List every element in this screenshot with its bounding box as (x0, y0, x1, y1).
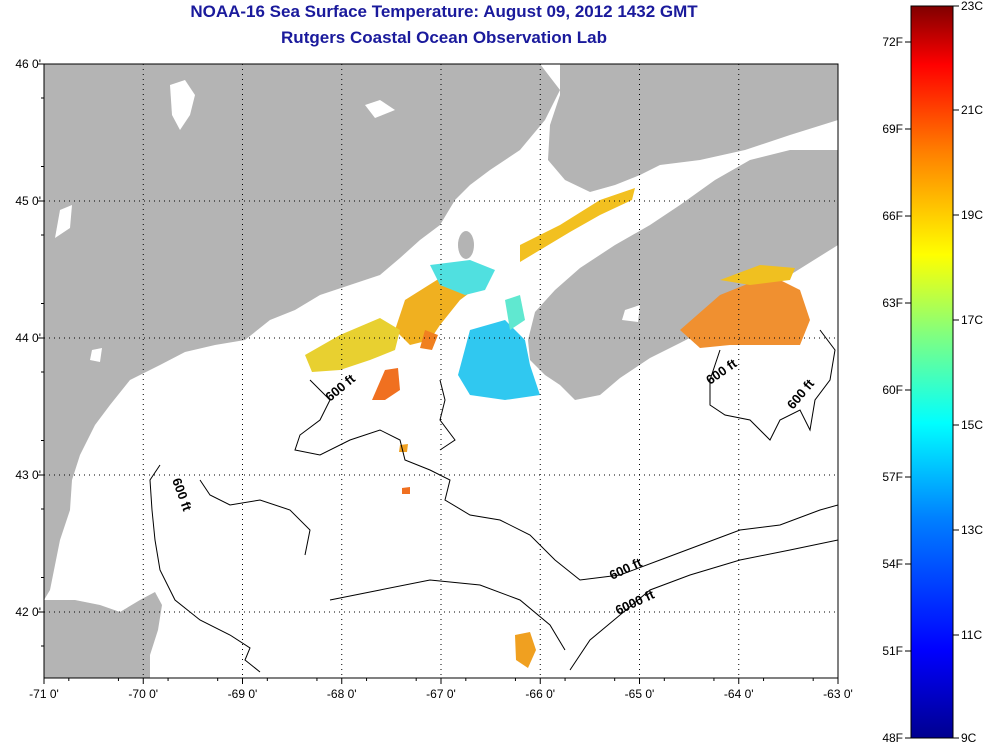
latitude-tick-label: 44 0' (15, 331, 41, 345)
map-subtitle: Rutgers Coastal Ocean Observation Lab (281, 28, 607, 47)
celsius-tick-label: 21C (961, 103, 983, 117)
celsius-tick-label: 13C (961, 523, 983, 537)
lake (55, 205, 72, 238)
land-cape-cod (44, 592, 162, 678)
isobath-contours (149, 329, 838, 673)
fahrenheit-tick-label: 51F (882, 644, 903, 658)
latitude-axis: 46 0' 45 0' 44 0' 43 0' 42 0' (15, 57, 44, 647)
fahrenheit-tick-label: 60F (882, 383, 903, 397)
latitude-tick-label: 43 0' (15, 468, 41, 482)
celsius-tick-label: 23C (961, 0, 983, 13)
land-nova-scotia (528, 150, 838, 400)
longitude-tick-label: -67 0' (426, 687, 456, 701)
celsius-tick-label: 17C (961, 313, 983, 327)
longitude-axis: -71 0' -70 0' -69 0' -68 0' -67 0' -66 0' -65 … (29, 678, 853, 701)
land-maine (44, 64, 560, 600)
color-bar (910, 5, 954, 739)
celsius-scale: 23C 21C 19C 17C 15C 13C 11C 9C (953, 0, 983, 745)
celsius-tick-label: 15C (961, 418, 983, 432)
fahrenheit-tick-label: 69F (882, 122, 903, 136)
lake (365, 100, 395, 118)
latitude-tick-label: 46 0' (15, 57, 41, 71)
longitude-tick-label: -70 0' (128, 687, 158, 701)
map-title: NOAA-16 Sea Surface Temperature: August … (190, 2, 698, 21)
latitude-tick-label: 45 0' (15, 194, 41, 208)
latitude-tick-label: 42 0' (15, 605, 41, 619)
longitude-tick-label: -64 0' (724, 687, 754, 701)
longitude-tick-label: -68 0' (327, 687, 357, 701)
longitude-tick-label: -71 0' (29, 687, 59, 701)
celsius-tick-label: 19C (961, 208, 983, 222)
lake (622, 305, 640, 322)
fahrenheit-tick-label: 54F (882, 557, 903, 571)
longitude-tick-label: -63 0' (823, 687, 853, 701)
longitude-tick-label: -69 0' (228, 687, 258, 701)
fahrenheit-tick-label: 72F (882, 35, 903, 49)
longitude-tick-label: -66 0' (525, 687, 555, 701)
longitude-tick-label: -65 0' (625, 687, 655, 701)
fahrenheit-tick-label: 57F (882, 470, 903, 484)
lake (90, 348, 102, 362)
land-island (458, 231, 474, 259)
fahrenheit-tick-label: 48F (882, 731, 903, 745)
fahrenheit-tick-label: 66F (882, 209, 903, 223)
celsius-tick-label: 11C (961, 628, 982, 642)
fahrenheit-scale: 72F 69F 66F 63F 60F 57F 54F 51F 48F (882, 35, 911, 745)
celsius-tick-label: 9C (961, 731, 977, 745)
fahrenheit-tick-label: 63F (882, 296, 903, 310)
lake (170, 80, 195, 130)
land-new-brunswick (548, 64, 838, 192)
